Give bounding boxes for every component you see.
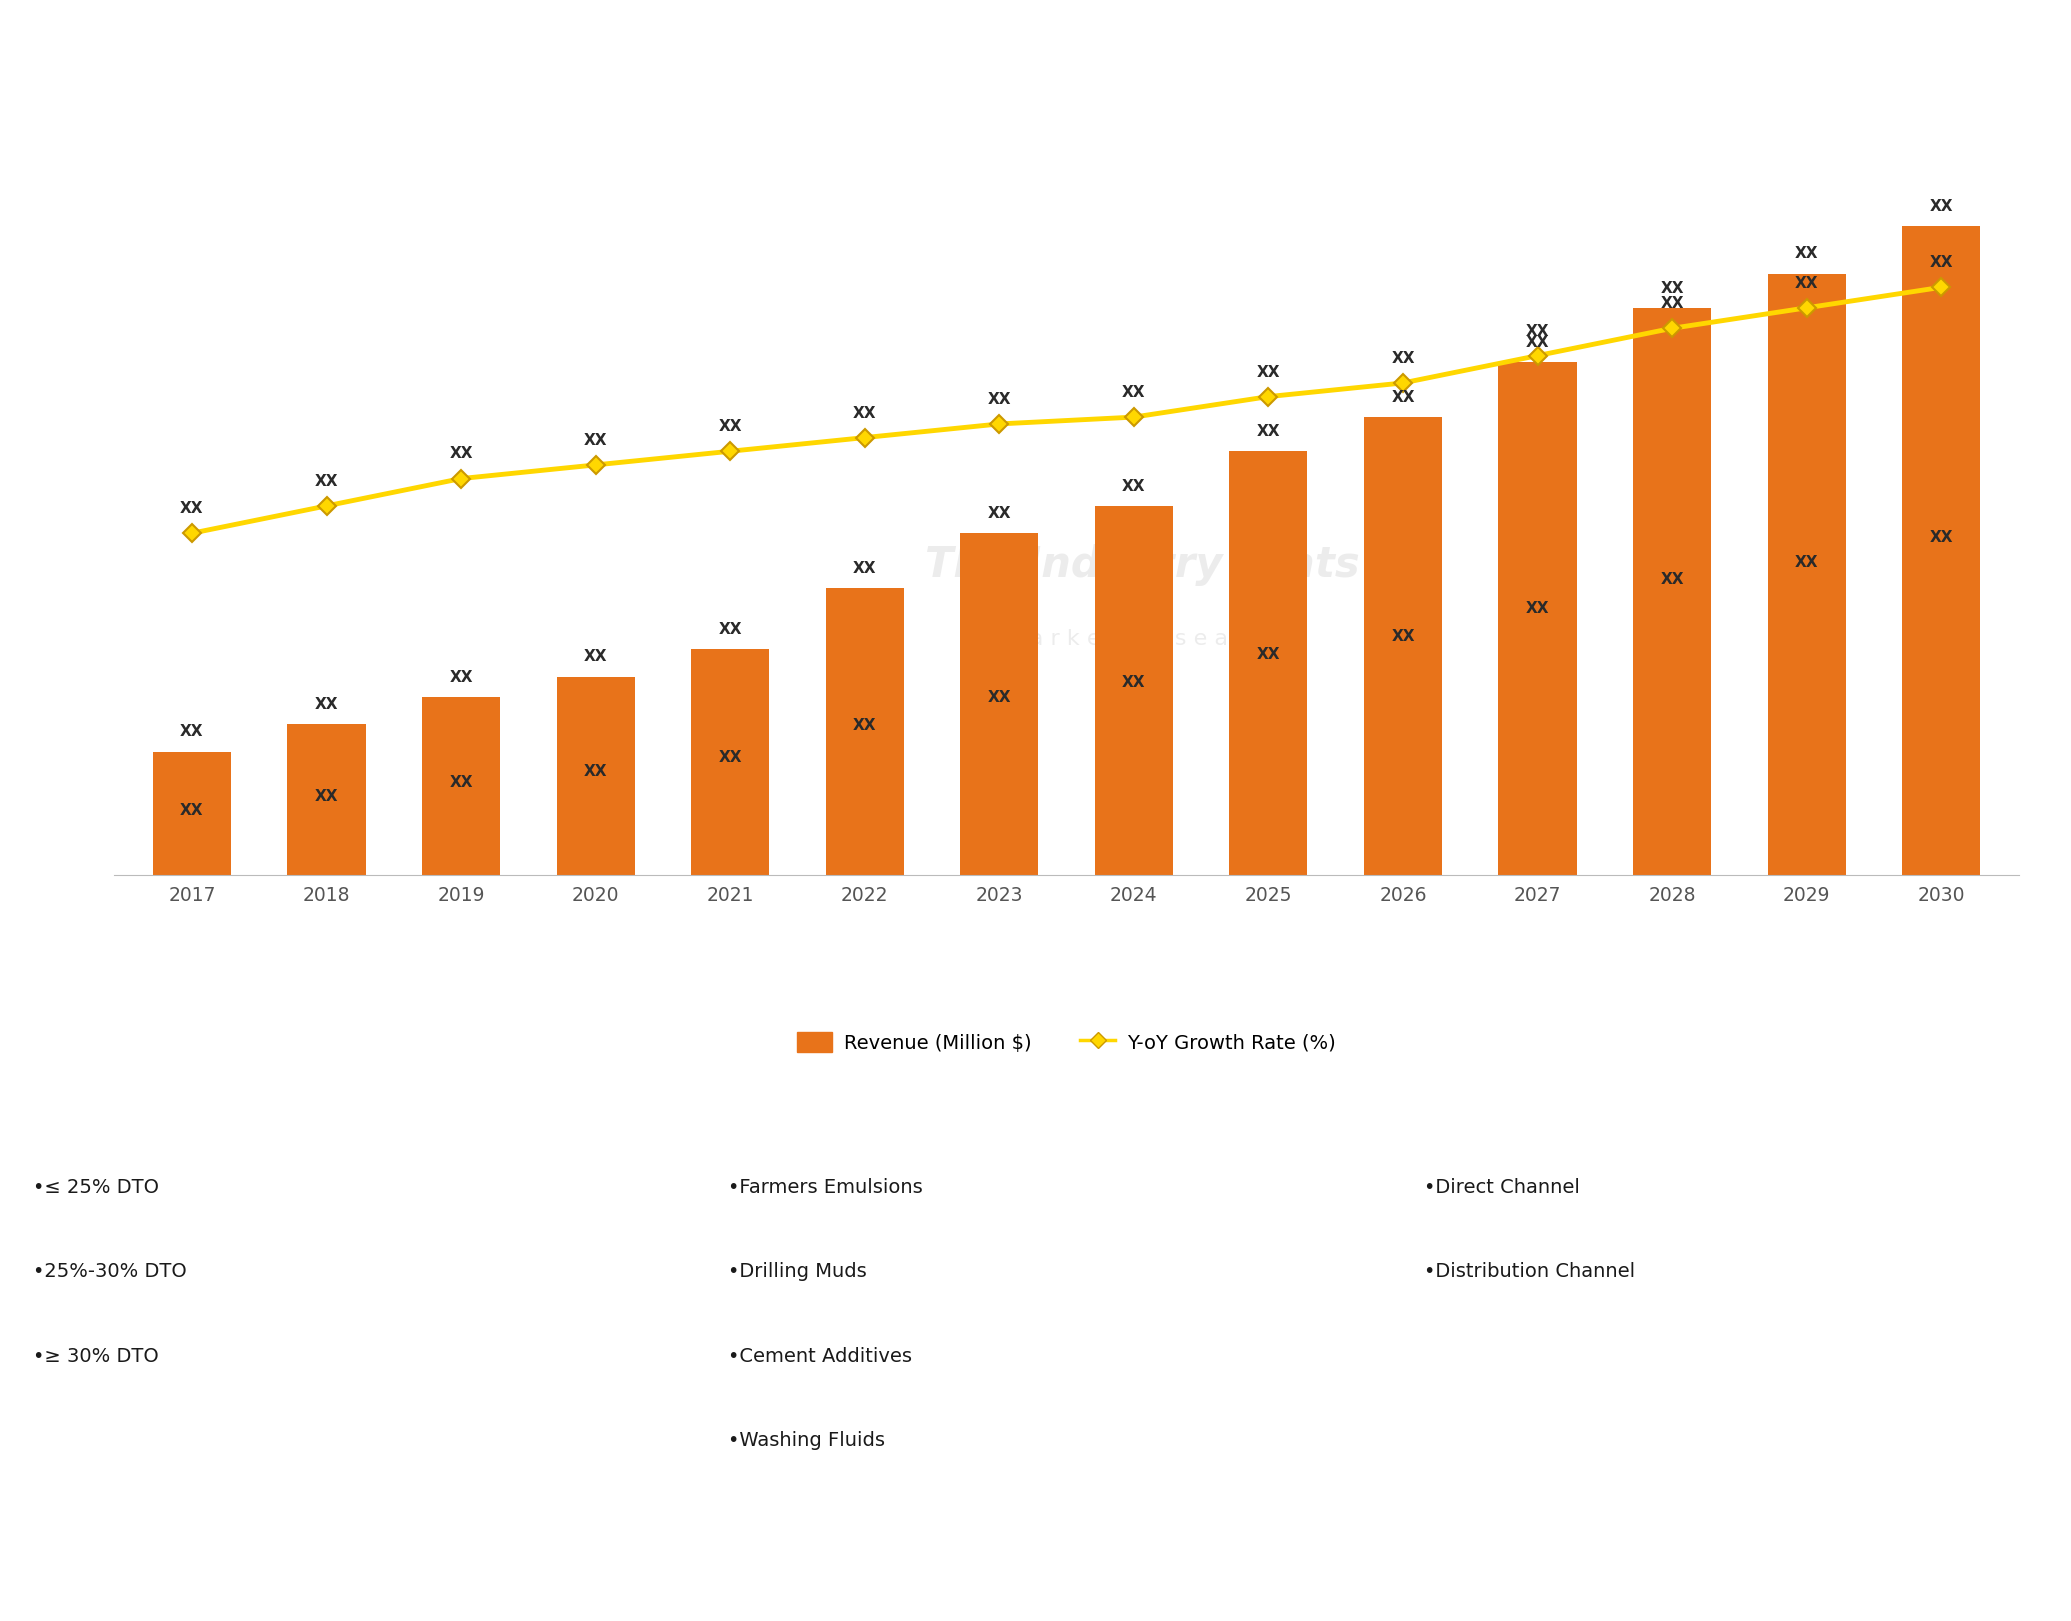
Text: XX: XX (449, 446, 472, 462)
Text: Sales Channels: Sales Channels (1638, 1084, 1829, 1104)
Text: XX: XX (1796, 276, 1818, 290)
Text: XX: XX (1122, 676, 1145, 691)
Text: XX: XX (1930, 530, 1953, 545)
Text: XX: XX (1122, 386, 1145, 400)
Text: XX: XX (719, 751, 741, 765)
Bar (557, 676, 634, 875)
Bar (692, 650, 768, 875)
Text: XX: XX (1661, 297, 1684, 311)
Text: XX: XX (1257, 365, 1280, 379)
Text: XX: XX (449, 669, 472, 684)
Bar (1499, 363, 1576, 875)
Bar (826, 588, 903, 875)
Bar (1230, 451, 1307, 875)
Bar (1769, 274, 1845, 875)
Text: XX: XX (853, 561, 876, 575)
Bar (153, 752, 232, 875)
Text: Email: sales@theindustrystats.com: Email: sales@theindustrystats.com (884, 1584, 1187, 1600)
Text: •Drilling Muds: •Drilling Muds (729, 1263, 868, 1281)
Text: Product Types: Product Types (255, 1084, 433, 1104)
Text: The Industry Stats: The Industry Stats (926, 545, 1361, 585)
Text: XX: XX (180, 804, 203, 819)
Legend: Revenue (Million $), Y-oY Growth Rate (%): Revenue (Million $), Y-oY Growth Rate (%… (789, 1024, 1344, 1060)
Text: XX: XX (584, 433, 607, 447)
Bar (288, 725, 364, 875)
Text: Website: www.theindustrystats.com: Website: www.theindustrystats.com (1733, 1584, 2046, 1600)
Text: XX: XX (1392, 389, 1414, 405)
Text: XX: XX (719, 622, 741, 637)
Text: XX: XX (853, 718, 876, 733)
Text: •Distribution Channel: •Distribution Channel (1423, 1263, 1634, 1281)
Text: •≥ 30% DTO: •≥ 30% DTO (33, 1347, 159, 1367)
Bar (961, 533, 1038, 875)
Text: XX: XX (853, 405, 876, 420)
Bar (422, 697, 499, 875)
Text: XX: XX (719, 420, 741, 434)
Text: •Cement Additives: •Cement Additives (729, 1347, 913, 1367)
Bar (1901, 225, 1980, 875)
Text: XX: XX (1526, 336, 1549, 350)
Text: •Washing Fluids: •Washing Fluids (729, 1431, 886, 1451)
Text: m a r k e t   r e s e a r c h: m a r k e t r e s e a r c h (1000, 629, 1284, 648)
Text: XX: XX (988, 506, 1011, 520)
Text: •≤ 25% DTO: •≤ 25% DTO (33, 1178, 159, 1196)
Text: XX: XX (1257, 647, 1280, 661)
Text: XX: XX (1526, 324, 1549, 339)
Text: •25%-30% DTO: •25%-30% DTO (33, 1263, 186, 1281)
Text: XX: XX (1257, 425, 1280, 439)
Text: •Farmers Emulsions: •Farmers Emulsions (729, 1178, 924, 1196)
Text: XX: XX (1661, 280, 1684, 295)
Text: XX: XX (1661, 572, 1684, 587)
Text: Source: Theindustrystats Analysis: Source: Theindustrystats Analysis (25, 1584, 319, 1600)
Text: XX: XX (1796, 246, 1818, 261)
Text: XX: XX (1930, 254, 1953, 271)
Bar (1096, 506, 1172, 875)
Text: •Direct Channel: •Direct Channel (1423, 1178, 1580, 1196)
Text: XX: XX (1392, 350, 1414, 366)
Text: XX: XX (180, 501, 203, 515)
Text: XX: XX (584, 763, 607, 780)
Text: XX: XX (315, 697, 338, 712)
Text: XX: XX (1392, 629, 1414, 644)
Text: Fig. Global Distilled Tall Oil (DTO) Market Status and Outlook: Fig. Global Distilled Tall Oil (DTO) Mar… (27, 31, 1029, 58)
Text: XX: XX (1930, 198, 1953, 214)
Text: Application: Application (967, 1084, 1110, 1104)
Text: XX: XX (584, 650, 607, 665)
Text: XX: XX (315, 473, 338, 490)
Text: XX: XX (449, 775, 472, 789)
Text: XX: XX (315, 789, 338, 804)
Text: XX: XX (1796, 554, 1818, 569)
Bar (1365, 417, 1441, 875)
Bar (1634, 308, 1711, 875)
Text: XX: XX (1526, 601, 1549, 616)
Text: XX: XX (988, 392, 1011, 407)
Text: XX: XX (180, 725, 203, 739)
Text: XX: XX (988, 689, 1011, 705)
Text: XX: XX (1122, 478, 1145, 494)
